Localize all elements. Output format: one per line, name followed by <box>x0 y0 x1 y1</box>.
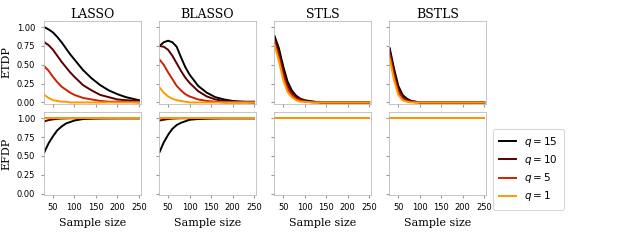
Title: BSTLS: BSTLS <box>416 8 459 21</box>
X-axis label: Sample size: Sample size <box>404 218 471 228</box>
Title: STLS: STLS <box>306 8 339 21</box>
Title: LASSO: LASSO <box>70 8 115 21</box>
X-axis label: Sample size: Sample size <box>59 218 126 228</box>
X-axis label: Sample size: Sample size <box>174 218 241 228</box>
X-axis label: Sample size: Sample size <box>289 218 356 228</box>
Title: BLASSO: BLASSO <box>180 8 234 21</box>
Y-axis label: ETDP: ETDP <box>1 47 11 78</box>
Legend: $q = 15$, $q = 10$, $q = 5$, $q = 1$: $q = 15$, $q = 10$, $q = 5$, $q = 1$ <box>493 129 564 210</box>
Y-axis label: EFDP: EFDP <box>1 137 11 170</box>
